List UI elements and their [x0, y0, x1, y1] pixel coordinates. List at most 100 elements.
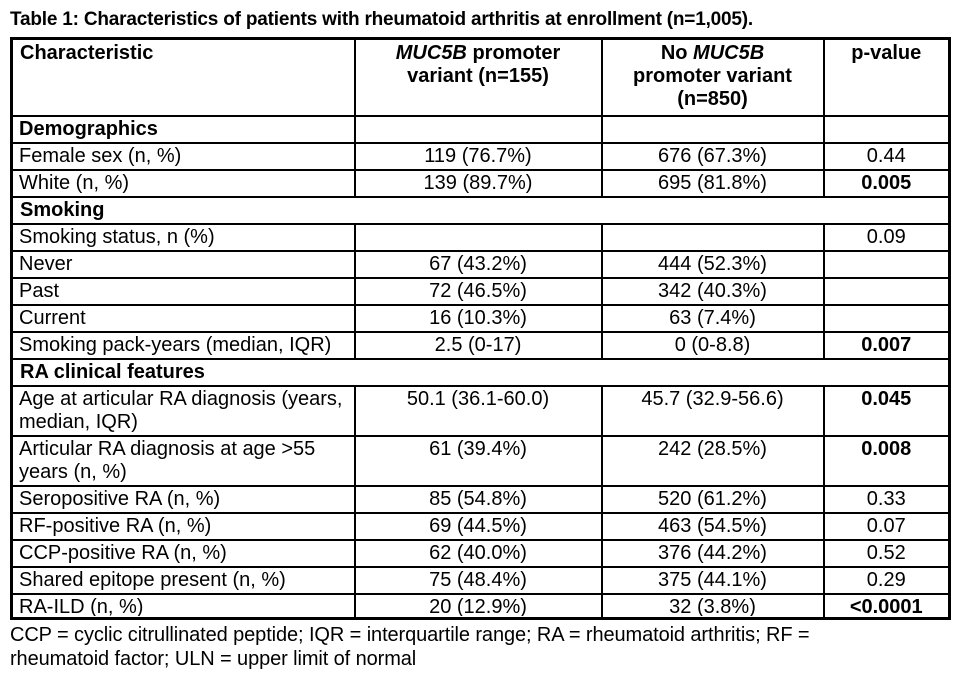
no-variant-value-cell: 376 (44.2%)	[600, 539, 825, 568]
empty-cell	[600, 115, 825, 144]
variant-value-cell: 67 (43.2%)	[353, 250, 603, 279]
p-value-cell: 0.33	[822, 485, 951, 514]
data-row: Articular RA diagnosis at age >55 years …	[10, 435, 951, 487]
variant-value-cell: 72 (46.5%)	[353, 277, 603, 306]
table-header: Characteristic MUC5B promoter variant (n=1…	[10, 37, 951, 117]
data-row: Seropositive RA (n, %) 85 (54.8%) 520 (61.…	[10, 485, 951, 514]
row-label-cell: Smoking pack-years (median, IQR)	[10, 331, 356, 360]
footnote-line-1: CCP = cyclic citrullinated peptide; IQR …	[10, 624, 810, 646]
footnote-line-2: rheumatoid factor; ULN = upper limit of …	[10, 648, 417, 670]
row-label-cell: RA-ILD (n, %)	[10, 593, 356, 620]
gene-name-italic: MUC5B	[693, 42, 765, 64]
no-variant-value-cell: 676 (67.3%)	[600, 142, 825, 171]
variant-value-cell	[353, 223, 603, 252]
col-header-characteristic: Characteristic	[10, 37, 356, 117]
p-value-cell: 0.005	[822, 169, 951, 198]
section-span-label: RA clinical features	[10, 358, 951, 387]
no-variant-value-cell: 342 (40.3%)	[600, 277, 825, 306]
row-label-cell: White (n, %)	[10, 169, 356, 198]
variant-value-cell: 61 (39.4%)	[353, 435, 603, 487]
header-text-segment: promoter	[466, 42, 561, 64]
no-variant-value-cell: 45.7 (32.9-56.6)	[600, 385, 825, 437]
section-span-row: RA clinical features	[10, 358, 951, 387]
row-label-cell: Shared epitope present (n, %)	[10, 566, 356, 595]
clipped-text-wrapper: 32 (3.8%)	[669, 596, 756, 616]
data-row: Never 67 (43.2%) 444 (52.3%)	[10, 250, 951, 279]
variant-value-cell: 119 (76.7%)	[353, 142, 603, 171]
no-variant-value-cell: 63 (7.4%)	[600, 304, 825, 333]
col-header-variant: MUC5B promoter variant (n=155)	[353, 37, 603, 117]
header-text-segment: (n=850)	[677, 88, 748, 110]
footnote: CCP = cyclic citrullinated peptide; IQR …	[10, 623, 948, 671]
p-value-cell: 0.045	[822, 385, 951, 437]
no-variant-value-cell: 444 (52.3%)	[600, 250, 825, 279]
characteristics-table: Characteristic MUC5B promoter variant (n=1…	[10, 37, 951, 620]
row-label-cell: Age at articular RA diagnosis (years, me…	[10, 385, 356, 437]
row-label-cell: Female sex (n, %)	[10, 142, 356, 171]
row-label-cell: Smoking status, n (%)	[10, 223, 356, 252]
data-row: White (n, %) 139 (89.7%) 695 (81.8%) 0.005	[10, 169, 951, 198]
table-body: Demographics Female sex (n, %) 119 (76.7%)…	[10, 115, 951, 620]
empty-cell	[353, 115, 603, 144]
section-row: Demographics	[10, 115, 951, 144]
variant-value-cell: 62 (40.0%)	[353, 539, 603, 568]
p-value-cell: 0.007	[822, 331, 951, 360]
variant-value-cell: 139 (89.7%)	[353, 169, 603, 198]
p-value-cell: 0.09	[822, 223, 951, 252]
header-text-segment: promoter variant	[633, 65, 792, 87]
clipped-text-wrapper: RA-ILD (n, %)	[19, 596, 144, 616]
row-label-cell: Seropositive RA (n, %)	[10, 485, 356, 514]
no-variant-value-cell: 32 (3.8%)	[600, 593, 825, 620]
p-value-cell	[822, 277, 951, 306]
header-text-segment: No	[660, 42, 694, 64]
data-row: Shared epitope present (n, %) 75 (48.4%) 3…	[10, 566, 951, 595]
variant-value-cell: 50.1 (36.1-60.0)	[353, 385, 603, 437]
clipped-text-wrapper: 20 (12.9%)	[429, 596, 527, 616]
p-value-cell: 0.29	[822, 566, 951, 595]
document-page: Table 1: Characteristics of patients wit…	[10, 9, 951, 671]
gene-name-italic: MUC5B	[395, 42, 467, 64]
variant-value-cell: 20 (12.9%)	[353, 593, 603, 620]
row-label-cell: Articular RA diagnosis at age >55 years …	[10, 435, 356, 487]
variant-value-cell: 69 (44.5%)	[353, 512, 603, 541]
variant-value-cell: 75 (48.4%)	[353, 566, 603, 595]
no-variant-value-cell: 695 (81.8%)	[600, 169, 825, 198]
header-text-segment: variant (n=155)	[407, 65, 549, 87]
p-value-cell: <0.0001	[822, 593, 951, 620]
row-label-cell: Current	[10, 304, 356, 333]
data-row: RF-positive RA (n, %) 69 (44.5%) 463 (54.5…	[10, 512, 951, 541]
data-row: Smoking pack-years (median, IQR) 2.5 (0-1…	[10, 331, 951, 360]
row-label-cell: CCP-positive RA (n, %)	[10, 539, 356, 568]
no-variant-value-cell	[600, 223, 825, 252]
section-label-cell: Demographics	[10, 115, 356, 144]
p-value-cell: 0.07	[822, 512, 951, 541]
data-row: Current 16 (10.3%) 63 (7.4%)	[10, 304, 951, 333]
clipped-text-wrapper: <0.0001	[849, 596, 923, 616]
data-row: Female sex (n, %) 119 (76.7%) 676 (67.3%) 0…	[10, 142, 951, 171]
variant-value-cell: 16 (10.3%)	[353, 304, 603, 333]
col-header-no_variant: No MUC5B promoter variant (n=850)	[600, 37, 825, 117]
data-row: Past 72 (46.5%) 342 (40.3%)	[10, 277, 951, 306]
variant-value-cell: 85 (54.8%)	[353, 485, 603, 514]
variant-value-cell: 2.5 (0-17)	[353, 331, 603, 360]
no-variant-value-cell: 0 (0-8.8)	[600, 331, 825, 360]
p-value-cell: 0.008	[822, 435, 951, 487]
col-header-p: p-value	[822, 37, 951, 117]
no-variant-value-cell: 520 (61.2%)	[600, 485, 825, 514]
p-value-cell: 0.44	[822, 142, 951, 171]
no-variant-value-cell: 463 (54.5%)	[600, 512, 825, 541]
p-value-cell: 0.52	[822, 539, 951, 568]
no-variant-value-cell: 375 (44.1%)	[600, 566, 825, 595]
p-value-cell	[822, 304, 951, 333]
section-span-label: Smoking	[10, 196, 951, 225]
row-label-cell: Never	[10, 250, 356, 279]
section-span-row: Smoking	[10, 196, 951, 225]
table-caption: Table 1: Characteristics of patients wit…	[10, 9, 753, 30]
row-label-cell: RF-positive RA (n, %)	[10, 512, 356, 541]
row-label-cell: Past	[10, 277, 356, 306]
p-value-cell	[822, 250, 951, 279]
data-row: CCP-positive RA (n, %) 62 (40.0%) 376 (44.…	[10, 539, 951, 568]
data-row: Age at articular RA diagnosis (years, me…	[10, 385, 951, 437]
data-row: Smoking status, n (%) 0.09	[10, 223, 951, 252]
data-row: RA-ILD (n, %) 20 (12.9%) 32 (3.8%) <0.0001	[10, 593, 951, 620]
